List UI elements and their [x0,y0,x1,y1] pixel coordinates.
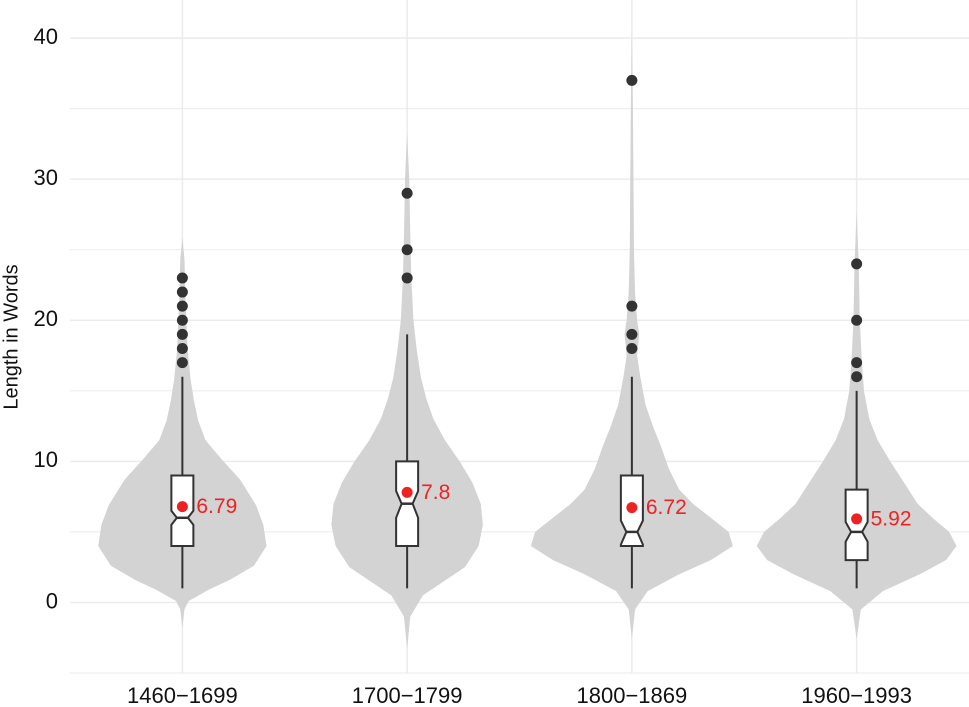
outlier [176,286,188,298]
mean-label: 6.79 [196,495,237,518]
outlier [401,187,413,199]
outlier [851,371,863,383]
y-tick-label: 40 [34,24,58,49]
x-tick-label: 1960−1993 [801,683,912,707]
outlier [176,300,188,312]
outlier [176,342,188,354]
mean-point [626,502,638,514]
outlier [176,314,188,326]
mean-label: 7.8 [421,481,450,504]
y-tick-label: 10 [34,447,58,472]
mean-point [176,501,188,513]
x-tick-label: 1800−1869 [577,683,688,707]
outlier [851,357,863,369]
outlier [626,342,638,354]
outlier [851,258,863,270]
x-tick-label: 1700−1799 [352,683,463,707]
outlier [176,328,188,340]
mean-label: 6.72 [646,496,687,519]
y-tick-label: 20 [34,306,58,331]
outlier [176,272,188,284]
outlier [626,300,638,312]
outlier [401,272,413,284]
x-tick-label: 1460−1699 [127,683,238,707]
outlier [401,244,413,256]
y-axis-label: Length in Words [0,264,22,409]
mean-point [401,486,413,498]
outlier [626,328,638,340]
outlier [626,74,638,86]
outlier [176,357,188,369]
mean-label: 5.92 [871,507,912,530]
box [844,488,869,562]
y-tick-label: 0 [46,588,58,613]
mean-point [851,513,863,525]
y-tick-label: 30 [34,165,58,190]
outlier [851,314,863,326]
